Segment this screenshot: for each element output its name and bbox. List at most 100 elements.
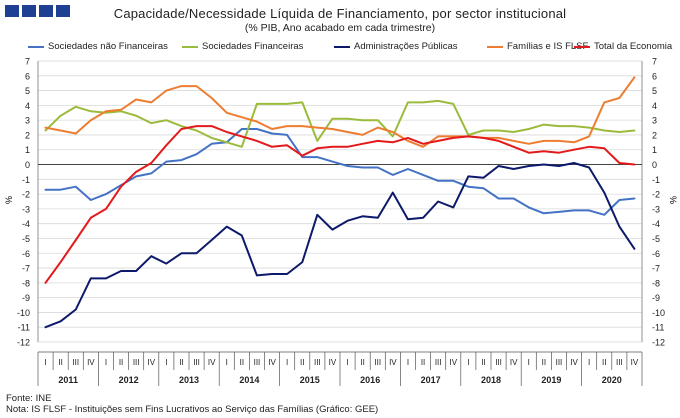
legend-item: Sociedades não Financeiras — [28, 41, 168, 52]
y-axis-label-right: % — [668, 196, 678, 204]
quarter-label: I — [286, 358, 288, 367]
quarter-label: I — [346, 358, 348, 367]
y-tick-label-right: -12 — [652, 338, 665, 348]
ine-logo — [5, 5, 70, 17]
quarter-label: III — [374, 358, 381, 367]
quarter-label: I — [467, 358, 469, 367]
year-label: 2011 — [58, 375, 78, 385]
y-tick-label-left: 1 — [25, 145, 30, 155]
quarter-label: IV — [449, 358, 457, 367]
quarter-label: IV — [208, 358, 216, 367]
year-label: 2020 — [602, 375, 622, 385]
y-axis-label-left: % — [4, 196, 14, 204]
quarter-label: II — [542, 358, 546, 367]
quarter-label: II — [240, 358, 244, 367]
legend-item: Total da Economia — [574, 41, 672, 52]
y-tick-label-right: -2 — [652, 190, 660, 200]
quarter-label: III — [556, 358, 563, 367]
y-tick-label-right: -7 — [652, 264, 660, 274]
legend-label: Total da Economia — [594, 41, 673, 52]
quarter-label: IV — [87, 358, 95, 367]
quarter-label: I — [226, 358, 228, 367]
quarter-label: I — [407, 358, 409, 367]
quarter-label: IV — [570, 358, 578, 367]
legend-label: Famílias e IS FLSF — [507, 41, 589, 52]
year-label: 2013 — [179, 375, 199, 385]
series-line-administracoes-publicas — [44, 162, 636, 329]
quarter-label: III — [72, 358, 79, 367]
legend-swatch — [334, 45, 350, 48]
y-tick-label-left: -12 — [17, 338, 30, 348]
quarter-label: IV — [631, 358, 639, 367]
chart-legend: Sociedades não Financeiras Sociedades Fin… — [0, 41, 680, 55]
y-tick-label-right: 5 — [652, 86, 657, 96]
legend-swatch — [182, 45, 198, 48]
quarter-label: III — [314, 358, 321, 367]
y-tick-label-right: 0 — [652, 160, 657, 170]
quarter-label: IV — [329, 358, 337, 367]
y-tick-label-right: 3 — [652, 116, 657, 126]
year-label: 2017 — [421, 375, 441, 385]
year-label: 2016 — [360, 375, 380, 385]
quarter-label: I — [44, 358, 46, 367]
series-line-sociedades-nao-financeiras — [44, 128, 636, 216]
quarter-label: III — [616, 358, 623, 367]
quarter-label: II — [602, 358, 606, 367]
y-tick-label-right: -3 — [652, 204, 660, 214]
chart-subtitle: (% PIB, Ano acabado em cada trimestre) — [244, 22, 436, 34]
series-line-total-da-economia — [44, 125, 636, 284]
y-tick-label-right: 4 — [652, 101, 657, 111]
legend-label: Administrações Públicas — [354, 41, 458, 52]
quarter-label: II — [421, 358, 425, 367]
y-tick-label-left: -2 — [22, 190, 30, 200]
y-tick-label-left: -11 — [18, 323, 30, 333]
legend-label: Sociedades Financeiras — [202, 41, 304, 52]
y-tick-label-left: -9 — [22, 293, 30, 303]
y-tick-label-left: 2 — [25, 130, 30, 140]
y-tick-label-left: -6 — [22, 249, 30, 259]
source-note: Fonte: INE — [6, 393, 52, 404]
y-tick-label-left: 4 — [25, 101, 30, 111]
quarter-label: II — [58, 358, 62, 367]
legend-item: Sociedades Financeiras — [182, 41, 303, 52]
y-tick-label-right: 7 — [652, 57, 657, 67]
year-label: 2018 — [481, 375, 501, 385]
series-line-familias-e-is-flsf — [44, 76, 636, 148]
y-tick-label-right: -9 — [652, 293, 660, 303]
logo-block-3 — [39, 5, 53, 17]
quarter-label: IV — [389, 358, 397, 367]
y-tick-label-right: -5 — [652, 234, 660, 244]
y-tick-label-right: -6 — [652, 249, 660, 259]
quarter-label: II — [300, 358, 304, 367]
quarter-label: II — [119, 358, 123, 367]
y-tick-label-left: -3 — [22, 204, 30, 214]
y-tick-label-right: -11 — [652, 323, 664, 333]
quarter-label: IV — [147, 358, 155, 367]
y-tick-label-right: -1 — [652, 175, 660, 185]
y-tick-label-left: -1 — [22, 175, 30, 185]
legend-swatch — [28, 45, 44, 48]
y-tick-label-left: -8 — [22, 278, 30, 288]
y-tick-label-right: 2 — [652, 130, 657, 140]
footnote: Nota: IS FLSF - Instituições sem Fins Lu… — [6, 404, 379, 415]
series-line-sociedades-financeiras — [44, 99, 636, 148]
legend-swatch — [487, 45, 503, 48]
logo-block-1 — [5, 5, 19, 17]
quarter-label: III — [435, 358, 442, 367]
y-tick-label-left: 7 — [25, 57, 30, 67]
legend-item: Famílias e IS FLSF — [487, 41, 588, 52]
chart-title: Capacidade/Necessidade Líquida de Financ… — [113, 6, 567, 21]
quarter-label: IV — [268, 358, 276, 367]
y-tick-label-left: 5 — [25, 86, 30, 96]
quarter-label: III — [254, 358, 261, 367]
y-tick-label-left: -5 — [22, 234, 30, 244]
legend-item: Administrações Públicas — [334, 41, 458, 52]
y-tick-label-right: -10 — [652, 308, 665, 318]
quarter-label: II — [360, 358, 364, 367]
y-tick-label-left: 6 — [25, 71, 30, 81]
logo-block-2 — [22, 5, 36, 17]
quarter-label: III — [133, 358, 140, 367]
year-label: 2019 — [541, 375, 561, 385]
quarter-label: I — [105, 358, 107, 367]
quarter-label: I — [528, 358, 530, 367]
